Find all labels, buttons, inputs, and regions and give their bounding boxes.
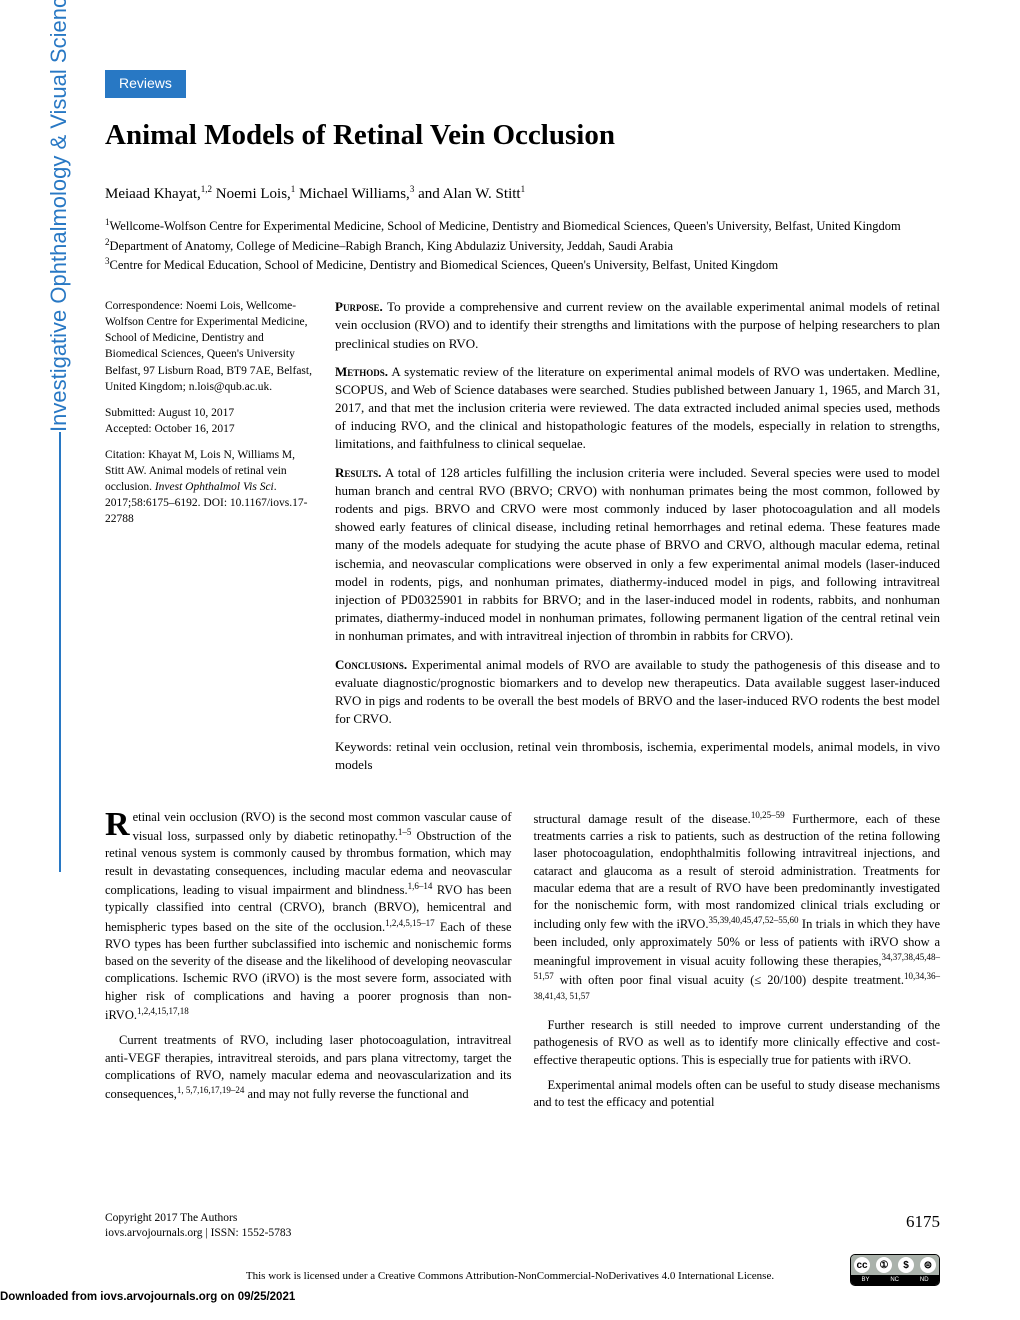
article-title: Animal Models of Retinal Vein Occlusion (105, 116, 940, 155)
citation: Citation: Khayat M, Lois N, Williams M, … (105, 447, 313, 527)
sidebar-meta: Correspondence: Noemi Lois, Wellcome-Wol… (105, 298, 313, 785)
results-label: Results. (335, 465, 381, 480)
keywords: Keywords: retinal vein occlusion, retina… (335, 738, 940, 774)
body-p4: Further research is still needed to impr… (534, 1017, 941, 1069)
authors-line: Meiaad Khayat,1,2 Noemi Lois,1 Michael W… (105, 183, 940, 204)
affiliation-1: 1Wellcome-Wolfson Centre for Experimenta… (105, 216, 940, 235)
journal-issn: iovs.arvojournals.org | ISSN: 1552-5783 (105, 1226, 291, 1242)
download-line: Downloaded from iovs.arvojournals.org on… (0, 1290, 295, 1306)
conclusions-text: Experimental animal models of RVO are av… (335, 657, 940, 727)
dates: Submitted: August 10, 2017 Accepted: Oct… (105, 405, 313, 437)
affiliation-2: 2Department of Anatomy, College of Medic… (105, 236, 940, 255)
conclusions-label: Conclusions. (335, 657, 407, 672)
page-number: 6175 (906, 1211, 940, 1242)
correspondence: Correspondence: Noemi Lois, Wellcome-Wol… (105, 298, 313, 395)
body-text: Retinal vein occlusion (RVO) is the seco… (105, 809, 940, 1120)
license-text: This work is licensed under a Creative C… (0, 1269, 1020, 1284)
methods-text: A systematic review of the literature on… (335, 364, 940, 452)
body-col-left: Retinal vein occlusion (RVO) is the seco… (105, 809, 512, 1120)
section-tag: Reviews (105, 70, 186, 98)
abstract: Purpose. To provide a comprehensive and … (335, 298, 940, 785)
body-col-right: structural damage result of the disease.… (534, 809, 941, 1120)
affiliation-3: 3Centre for Medical Education, School of… (105, 255, 940, 274)
body-p3: structural damage result of the disease.… (534, 809, 941, 1010)
journal-name-vertical: Investigative Ophthalmology & Visual Sci… (44, 470, 74, 870)
dropcap: R (105, 809, 133, 839)
methods-label: Methods. (335, 364, 388, 379)
copyright: Copyright 2017 The Authors (105, 1211, 291, 1227)
footer: Copyright 2017 The Authors iovs.arvojour… (105, 1211, 940, 1242)
purpose-label: Purpose. (335, 299, 383, 314)
purpose-text: To provide a comprehensive and current r… (335, 299, 940, 350)
results-text: A total of 128 articles fulfilling the i… (335, 465, 940, 644)
body-p1: etinal vein occlusion (RVO) is the secon… (105, 810, 512, 1022)
affiliations: 1Wellcome-Wolfson Centre for Experimenta… (105, 216, 940, 274)
body-p2: Current treatments of RVO, including las… (105, 1032, 512, 1103)
body-p5: Experimental animal models often can be … (534, 1077, 941, 1112)
